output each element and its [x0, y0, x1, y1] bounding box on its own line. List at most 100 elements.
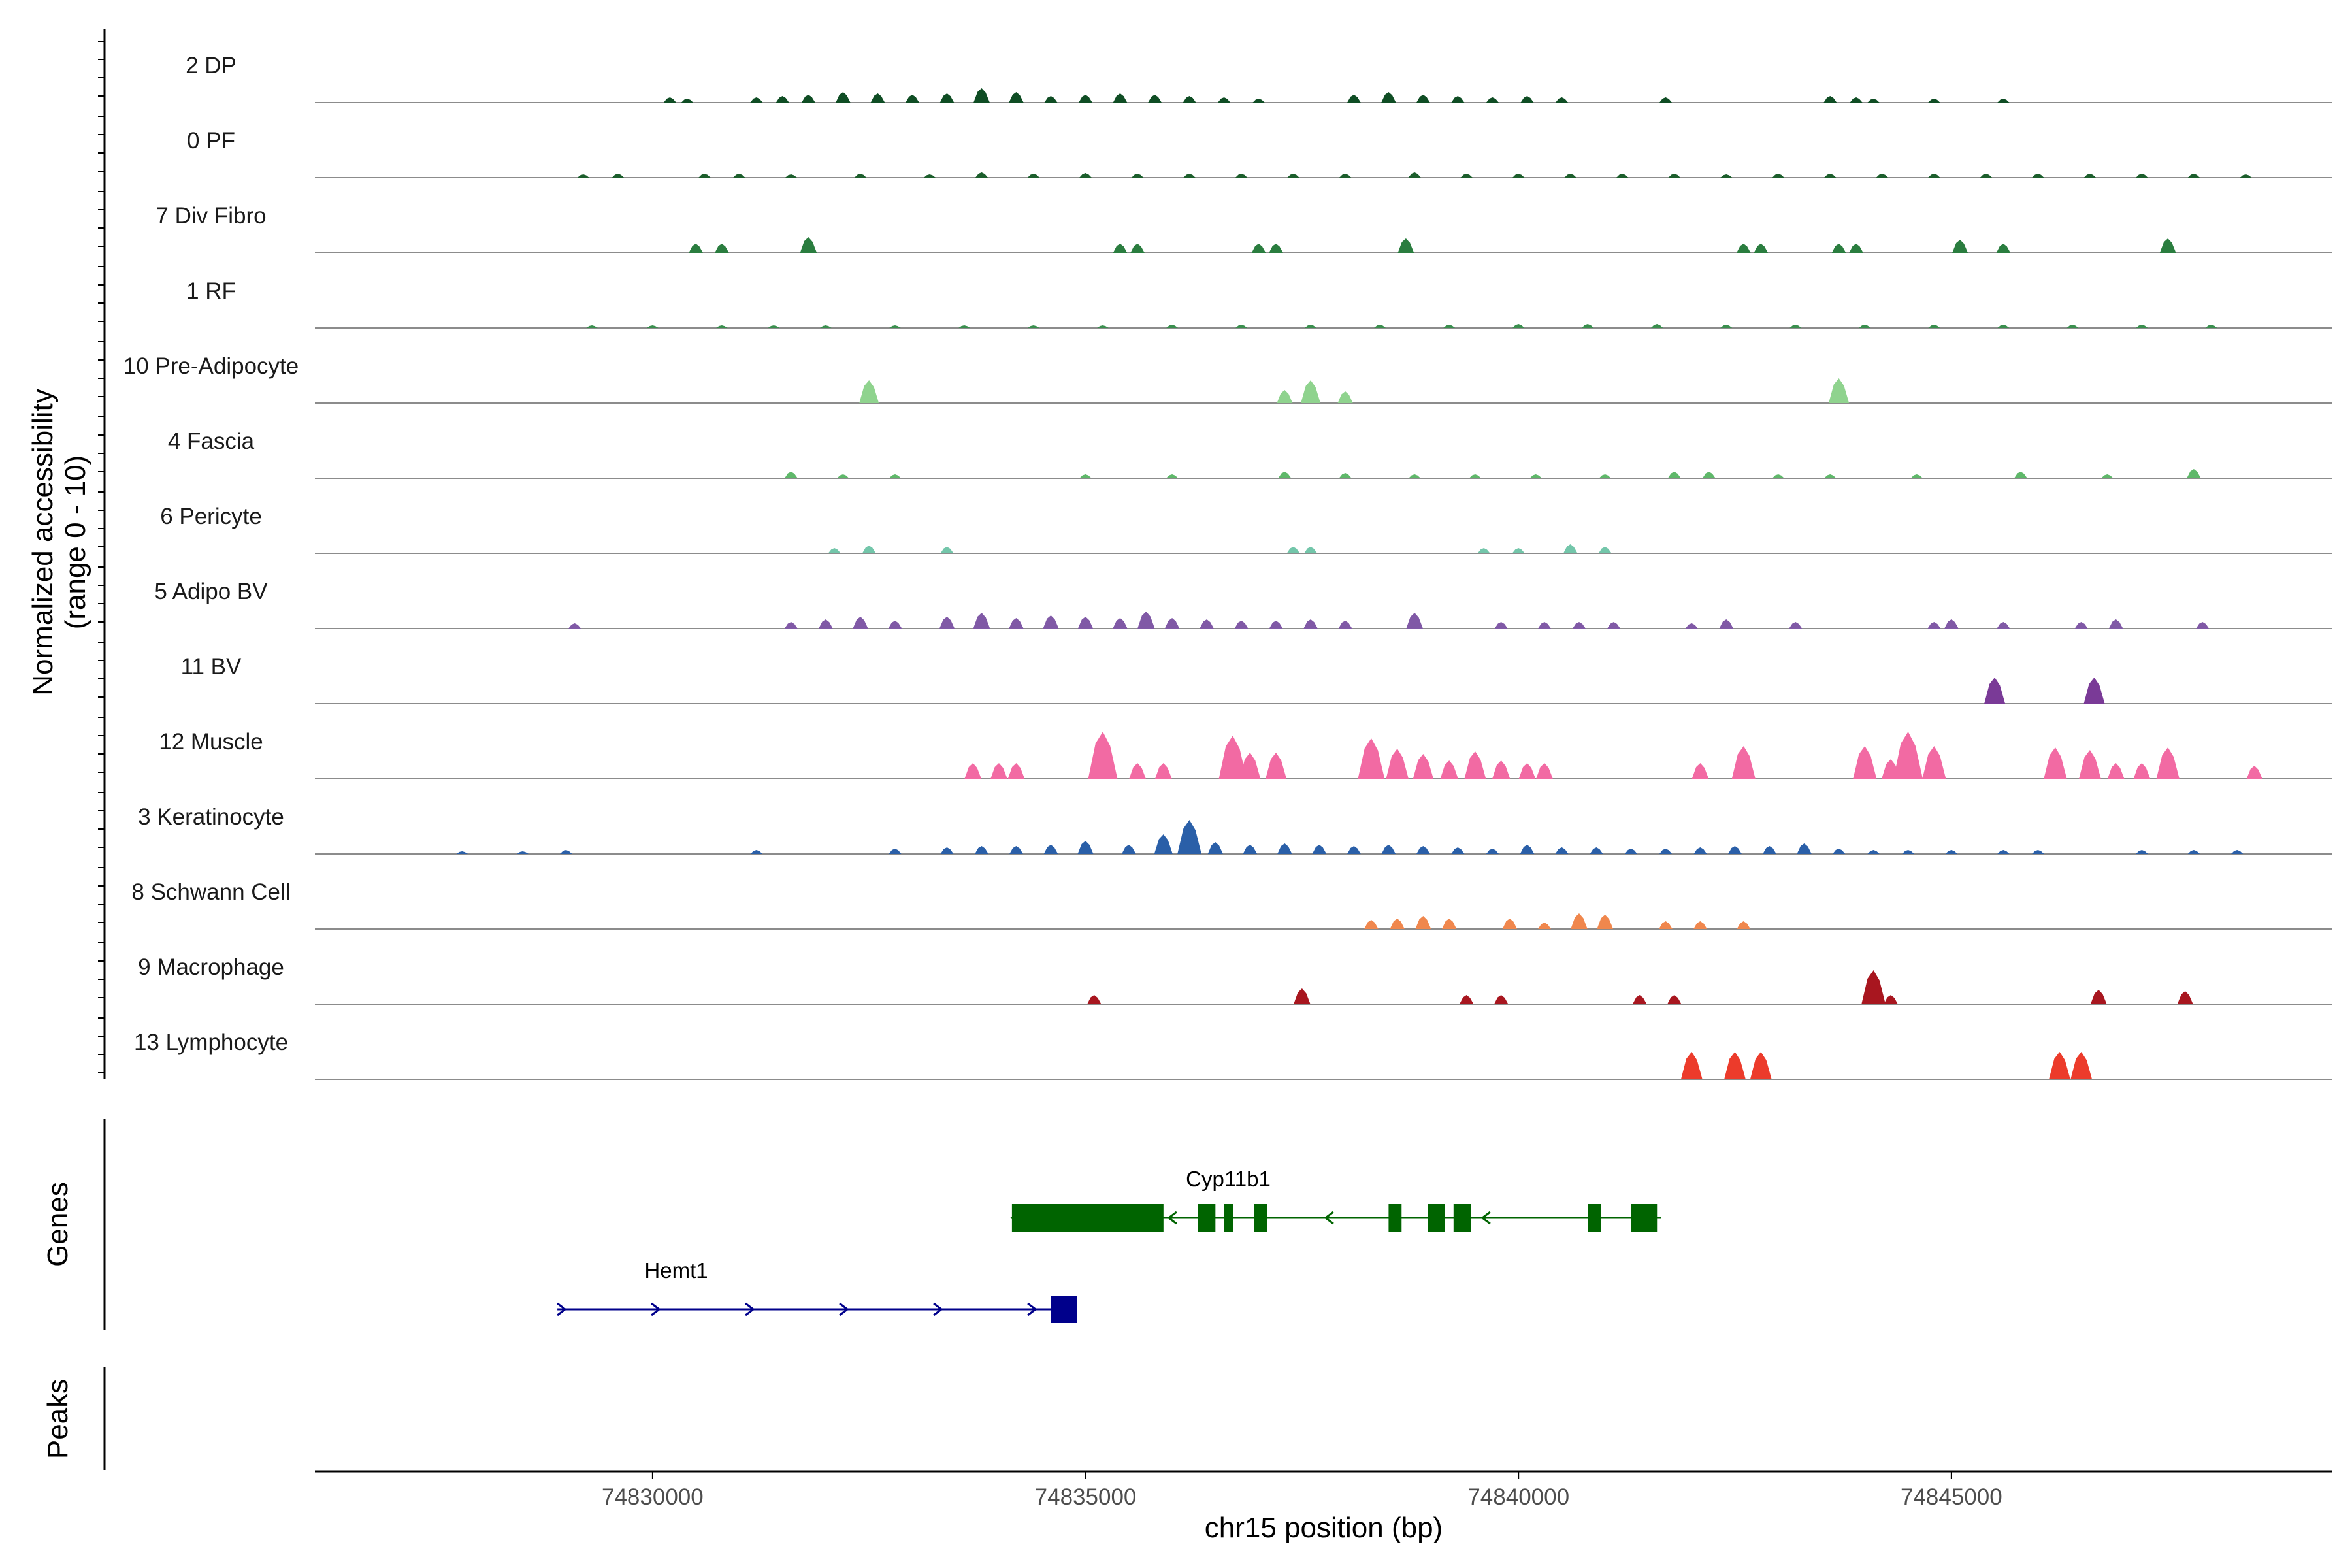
coverage-peak: [1902, 850, 1914, 854]
coverage-peak: [1122, 845, 1136, 854]
strand-arrow: [839, 1302, 849, 1316]
coverage-peak: [1183, 96, 1196, 103]
coverage-peak: [1251, 244, 1266, 253]
coverage-peak: [802, 95, 815, 103]
coverage-peak: [1079, 474, 1092, 478]
coverage-peak: [1113, 618, 1128, 629]
gene-exon: [1051, 1296, 1077, 1323]
coverage-peak: [924, 174, 936, 178]
coverage-peak: [862, 546, 876, 553]
track-label: 5 Adipo BV: [154, 579, 268, 604]
coverage-peak: [1927, 622, 1941, 629]
coverage-peak: [1659, 921, 1673, 929]
gene-cyp11b1: Cyp11b1: [1010, 1167, 1661, 1232]
coverage-peak: [2177, 991, 2193, 1004]
coverage-peak: [2032, 174, 2044, 178]
coverage-peak: [1374, 325, 1386, 328]
coverage-peak: [1287, 174, 1299, 178]
coverage-peak: [2014, 472, 2027, 478]
coverage-peak: [1235, 325, 1248, 328]
coverage-peak: [716, 325, 728, 328]
track-label: 6 Pericyte: [160, 504, 262, 529]
coverage-peak: [1440, 760, 1458, 779]
coverage-peak: [1997, 99, 2010, 103]
coverage-peak: [1416, 95, 1430, 103]
track-label: 9 Macrophage: [138, 955, 284, 980]
coverage-peak: [2083, 678, 2105, 704]
coverage-peak: [586, 325, 598, 328]
x-tick-label: 74840000: [1467, 1484, 1569, 1510]
coverage-peak: [689, 244, 703, 253]
coverage-tracks: 2 DP 0 PF 7 Div Fibro 1 RF 10 Pre-Adipocyte 4…: [123, 53, 2332, 1080]
coverage-peak: [1849, 244, 1863, 253]
coverage-peak: [1177, 820, 1201, 854]
coverage-peak: [2240, 174, 2252, 178]
track-label: 0 PF: [187, 128, 235, 154]
coverage-peak: [1824, 474, 1837, 478]
coverage-peak: [1737, 244, 1751, 253]
coverage-peak: [1278, 472, 1292, 478]
coverage-peak: [776, 96, 789, 103]
coverage-peak: [853, 617, 868, 629]
coverage-peak: [1952, 240, 1968, 253]
coverage-peak: [1460, 174, 1473, 178]
coverage-peak: [785, 174, 797, 178]
coverage-peak: [612, 174, 625, 178]
coverage-peak: [1997, 850, 2010, 854]
x-axis-ticks: 74830000 74835000 74840000 74845000: [602, 1471, 2002, 1510]
coverage-peak: [1337, 391, 1353, 403]
coverage-peak: [1884, 995, 1898, 1004]
coverage-peak: [1079, 95, 1092, 103]
coverage-peak: [1166, 325, 1179, 328]
coverage-peak: [939, 617, 955, 629]
coverage-peak: [1243, 845, 1258, 854]
strand-arrow: [933, 1302, 943, 1316]
coverage-peak: [1339, 174, 1352, 178]
gene-exon: [1011, 1204, 1164, 1232]
coverage-peak: [958, 325, 970, 328]
coverage-peak: [1148, 95, 1162, 103]
gene-exon: [1198, 1204, 1216, 1232]
coverage-peak: [1996, 244, 2011, 253]
genes-panel-label: Genes: [42, 1182, 74, 1267]
coverage-peak: [1235, 174, 1248, 178]
coverage-peak: [1607, 622, 1620, 629]
coverage-peak: [1928, 325, 1940, 328]
track-9: 12 Muscle: [159, 729, 2332, 779]
coverage-peak: [888, 621, 902, 629]
coverage-peak: [1922, 746, 1946, 779]
coverage-peak: [940, 847, 954, 854]
coverage-peak: [1599, 474, 1611, 478]
coverage-peak: [1486, 849, 1499, 854]
coverage-peak: [568, 623, 581, 629]
coverage-peak: [1616, 174, 1629, 178]
track-6: 6 Pericyte: [160, 504, 2332, 554]
coverage-peak: [2101, 474, 2114, 478]
coverage-peak: [1312, 845, 1327, 854]
coverage-peak: [889, 849, 902, 854]
coverage-peak: [1693, 921, 1707, 929]
strand-arrow: [1480, 1211, 1491, 1225]
track-10: 3 Keratinocyte: [138, 804, 2332, 855]
coverage-peak: [1303, 619, 1318, 629]
coverage-peak: [1277, 843, 1292, 854]
x-axis-title: chr15 position (bp): [1205, 1512, 1443, 1544]
coverage-peak: [1129, 763, 1146, 779]
coverage-peak: [1252, 99, 1265, 103]
coverage-peak: [1719, 619, 1734, 629]
coverage-peak: [663, 97, 676, 103]
coverage-peak: [1077, 841, 1094, 854]
coverage-peak: [1997, 622, 2010, 629]
coverage-peak: [1659, 97, 1673, 103]
coverage-peak: [1772, 474, 1784, 478]
coverage-peak: [1850, 97, 1863, 103]
coverage-peak: [1555, 97, 1569, 103]
track-label: 2 DP: [186, 53, 237, 78]
coverage-peak: [1097, 325, 1109, 328]
coverage-peak: [1731, 746, 1756, 779]
coverage-peak: [1469, 474, 1482, 478]
strand-arrow: [1027, 1302, 1037, 1316]
coverage-peak: [733, 174, 745, 178]
coverage-peak: [1853, 746, 1877, 779]
coverage-peak: [577, 174, 589, 178]
